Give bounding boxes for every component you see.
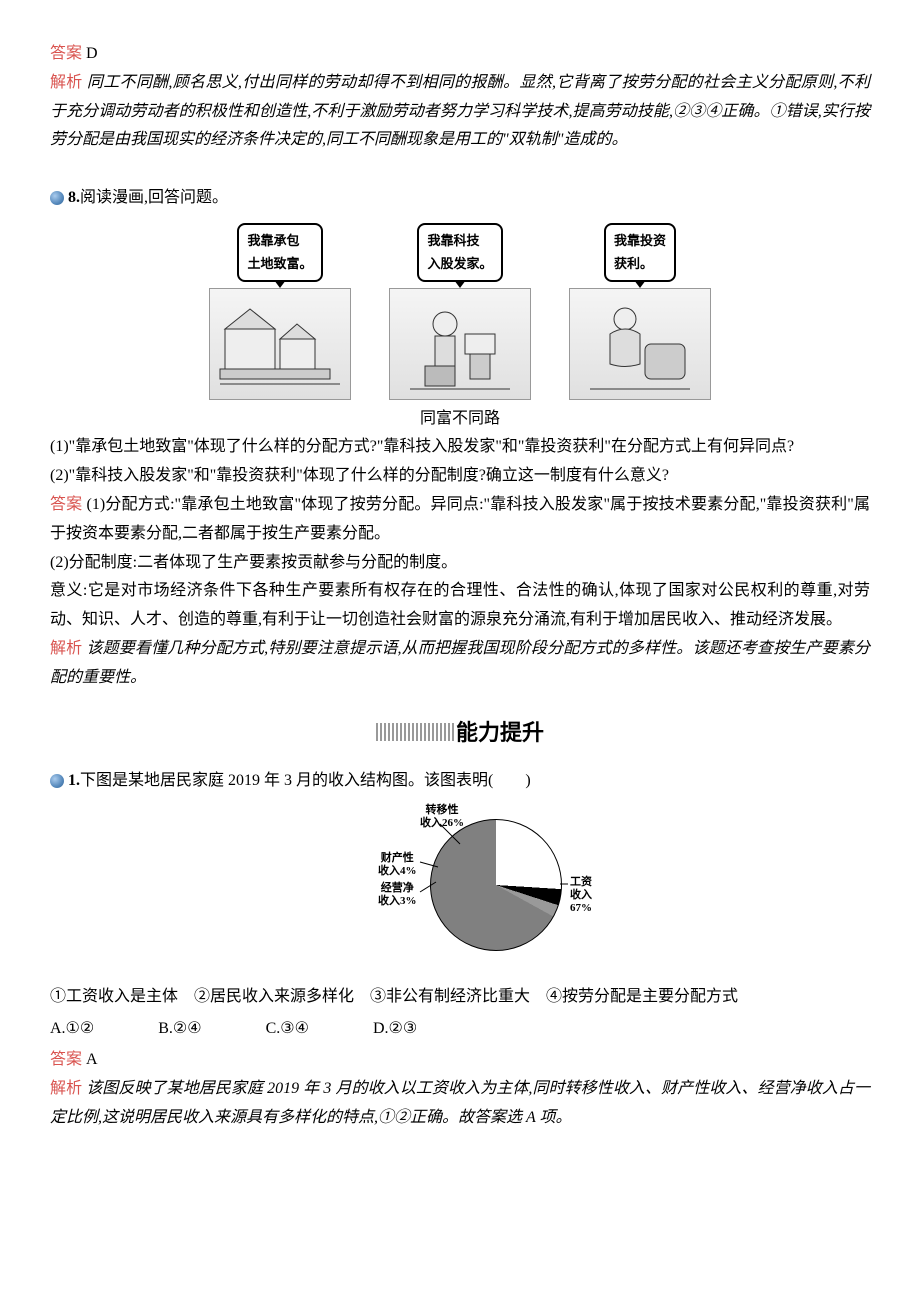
- q7-analysis-line: 解析 同工不同酬,顾名思义,付出同样的劳动却得不到相同的报酬。显然,它背离了按劳…: [50, 69, 870, 155]
- q8-analysis-block: 解析 该题要看懂几种分配方式,特别要注意提示语,从而把握我国现阶段分配方式的多样…: [50, 635, 870, 693]
- q1b-num: 1.: [68, 772, 80, 789]
- answer-label: 答案: [50, 1051, 82, 1068]
- q1b-stem: 下图是某地居民家庭 2019 年 3 月的收入结构图。该图表明( ): [80, 772, 531, 789]
- option-a: A.①②: [50, 1015, 94, 1044]
- bullet-icon: [50, 191, 64, 205]
- q8-num: 8.: [68, 189, 80, 206]
- q8-sub1: (1)"靠承包土地致富"体现了什么样的分配方式?"靠科技入股发家"和"靠投资获利…: [50, 433, 870, 462]
- comic-panel-3: 我靠投资 获利。: [565, 223, 715, 400]
- pie-label-business: 经营净 收入3%: [378, 882, 417, 908]
- q1b-answer-line: 答案 A: [50, 1046, 870, 1075]
- header-bars-icon: [376, 723, 456, 741]
- pie-label-transfer: 转移性 收入26%: [420, 804, 464, 830]
- speech-bubble-2: 我靠科技 入股发家。: [417, 223, 502, 282]
- q1b-answer: A: [86, 1051, 98, 1068]
- analysis-label: 解析: [50, 1080, 82, 1097]
- comic-panel-1: 我靠承包 土地致富。: [205, 223, 355, 400]
- q1b-options: A.①② B.②④ C.③④ D.②③: [50, 1015, 870, 1044]
- comic-image-2: [389, 288, 531, 400]
- comic-caption: 同富不同路: [50, 405, 870, 434]
- analysis-label: 解析: [50, 74, 83, 91]
- answer-label: 答案: [50, 45, 82, 62]
- option-c: C.③④: [266, 1015, 309, 1044]
- q1b-stem-line: 1.下图是某地居民家庭 2019 年 3 月的收入结构图。该图表明( ): [50, 767, 870, 796]
- comic-panel-2: 我靠科技 入股发家。: [385, 223, 535, 400]
- analysis-label: 解析: [50, 640, 82, 657]
- q8-analysis-text: 该题要看懂几种分配方式,特别要注意提示语,从而把握我国现阶段分配方式的多样性。该…: [50, 640, 870, 686]
- q1b-statements: ①工资收入是主体 ②居民收入来源多样化 ③非公有制经济比重大 ④按劳分配是主要分…: [50, 983, 870, 1012]
- q8-stem-line: 8.阅读漫画,回答问题。: [50, 184, 870, 213]
- q8-ans2a: (2)分配制度:二者体现了生产要素按贡献参与分配的制度。: [50, 549, 870, 578]
- q8-sub2: (2)"靠科技入股发家"和"靠投资获利"体现了什么样的分配制度?确立这一制度有什…: [50, 462, 870, 491]
- comic-row: 我靠承包 土地致富。 我靠科技 入股发家。 我靠: [50, 223, 870, 400]
- pie-label-wage: 工资收入 67%: [570, 876, 592, 916]
- option-b: B.②④: [158, 1015, 201, 1044]
- q7-analysis-text: 同工不同酬,顾名思义,付出同样的劳动却得不到相同的报酬。显然,它背离了按劳分配的…: [50, 74, 870, 149]
- q1b-analysis-text: 该图反映了某地居民家庭 2019 年 3 月的收入以工资收入为主体,同时转移性收…: [50, 1080, 870, 1126]
- comic-image-1: [209, 288, 351, 400]
- pie-chart: 转移性 收入26% 财产性 收入4% 经营净 收入3% 工资收入 67%: [50, 804, 870, 975]
- q8-ans2b: 意义:它是对市场经济条件下各种生产要素所有权存在的合理性、合法性的确认,体现了国…: [50, 577, 870, 635]
- q7-answer: D: [86, 45, 98, 62]
- q8-answer-block: 答案 (1)分配方式:"靠承包土地致富"体现了按劳分配。异同点:"靠科技入股发家…: [50, 491, 870, 549]
- section-header: 能力提升: [50, 713, 870, 753]
- speech-bubble-1: 我靠承包 土地致富。: [237, 223, 322, 282]
- pie-label-property: 财产性 收入4%: [378, 852, 417, 878]
- option-d: D.②③: [373, 1015, 417, 1044]
- q1b-analysis-line: 解析 该图反映了某地居民家庭 2019 年 3 月的收入以工资收入为主体,同时转…: [50, 1075, 870, 1133]
- q8-ans1: (1)分配方式:"靠承包土地致富"体现了按劳分配。异同点:"靠科技入股发家"属于…: [50, 496, 870, 542]
- comic-image-3: [569, 288, 711, 400]
- pie-graphic: [430, 819, 562, 951]
- bullet-icon: [50, 774, 64, 788]
- answer-label: 答案: [50, 496, 82, 513]
- q7-answer-line: 答案 D: [50, 40, 870, 69]
- q8-stem: 阅读漫画,回答问题。: [80, 189, 228, 206]
- speech-bubble-3: 我靠投资 获利。: [604, 223, 676, 282]
- section-title: 能力提升: [456, 720, 544, 745]
